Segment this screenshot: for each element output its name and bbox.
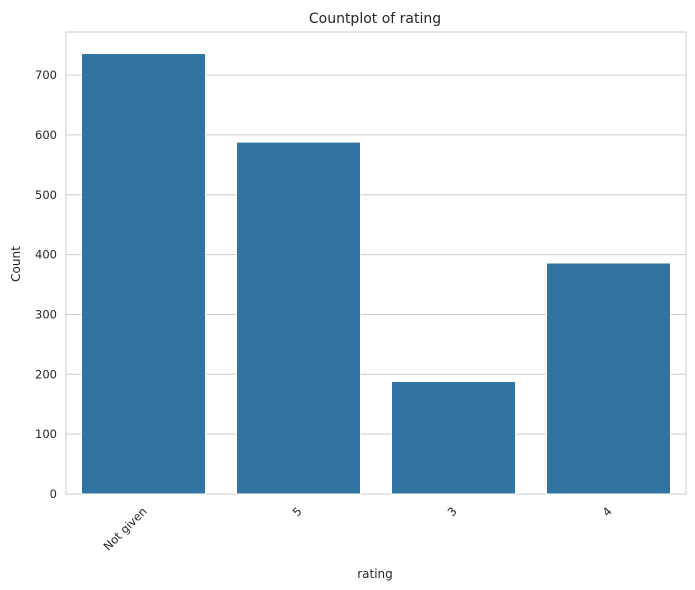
y-tick-labels: 0 100 200 300 400 500 600 700 xyxy=(35,68,57,501)
bars xyxy=(81,53,671,495)
y-tick-label: 0 xyxy=(50,487,57,501)
chart-title: Countplot of rating xyxy=(309,11,441,27)
y-tick-label: 200 xyxy=(35,367,57,381)
y-tick-label: 400 xyxy=(35,248,57,262)
y-axis-label: Count xyxy=(9,246,23,282)
y-tick-label: 300 xyxy=(35,307,57,321)
plot-frame xyxy=(65,31,687,495)
bar-5 xyxy=(236,141,361,495)
y-tick-label: 600 xyxy=(35,128,57,142)
y-tick-label: 700 xyxy=(35,68,57,82)
y-tick-label: 100 xyxy=(35,427,57,441)
y-tick-label: 500 xyxy=(35,188,57,202)
bar-4 xyxy=(546,262,671,495)
bar-not-given xyxy=(81,53,206,495)
x-axis-label: rating xyxy=(357,567,393,581)
bar-3 xyxy=(391,380,516,495)
